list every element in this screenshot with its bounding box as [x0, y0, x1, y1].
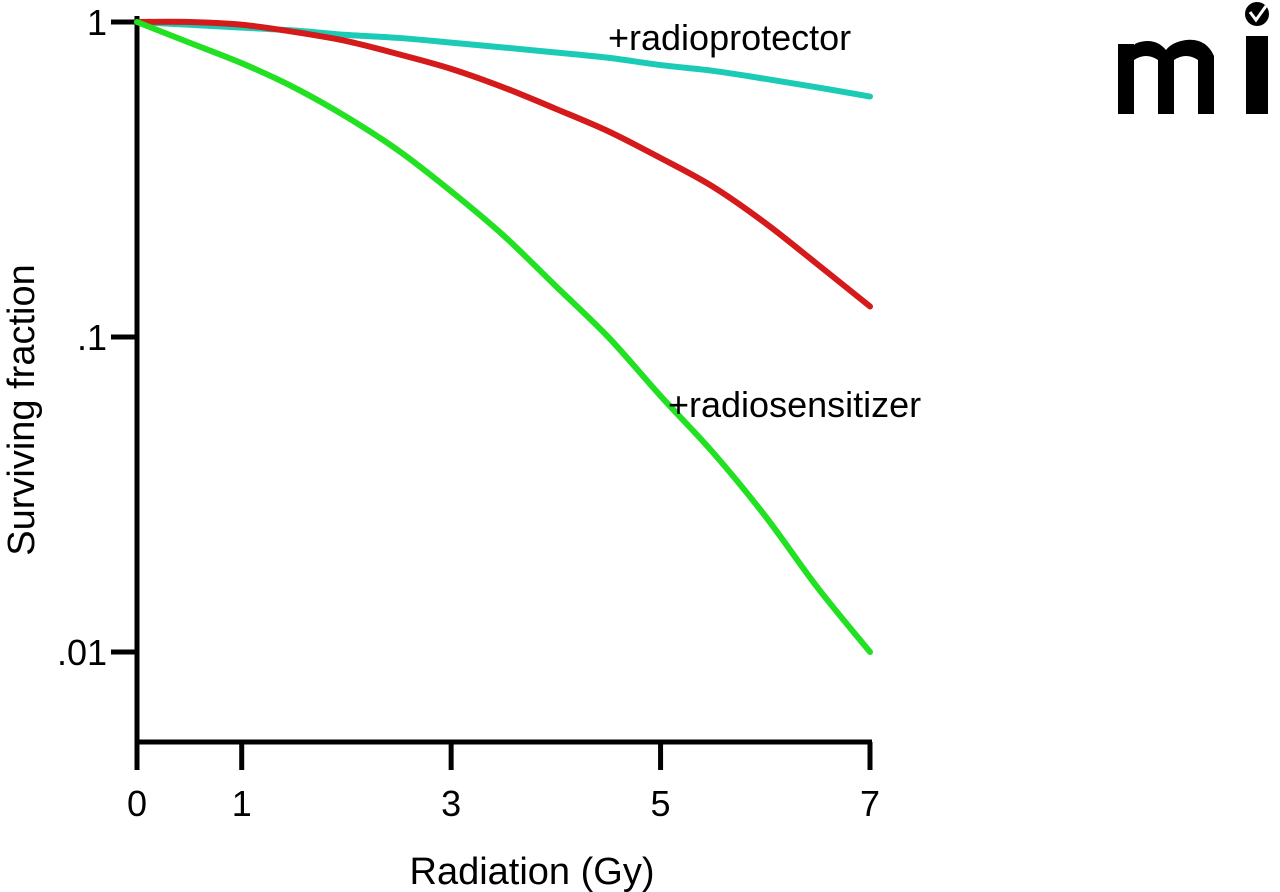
- radiosensitizer-label: +radiosensitizer: [668, 384, 921, 425]
- axes: 0 1 3 5 7 1 .1 .01: [57, 2, 880, 824]
- x-tick-label: 0: [127, 783, 147, 824]
- x-tick-label: 5: [651, 783, 671, 824]
- logo-i-stem: [1246, 36, 1268, 114]
- series-layer: [134, 18, 873, 655]
- x-tick-label: 3: [441, 783, 461, 824]
- mi-logo: [1118, 2, 1269, 114]
- x-tick-label: 1: [232, 783, 252, 824]
- logo-m: [1118, 39, 1214, 114]
- y-tick-label: 1: [87, 2, 107, 43]
- radiosensitizer-curve: [134, 19, 873, 655]
- x-tick-label: 7: [860, 783, 880, 824]
- logo-check-icon: [1248, 5, 1268, 23]
- x-axis-label: Radiation (Gy): [410, 851, 655, 892]
- y-tick-label: .01: [57, 632, 107, 673]
- y-axis-label: Surviving fraction: [1, 264, 43, 555]
- radioprotector-label: +radioprotector: [608, 17, 851, 58]
- labels-layer: Radiation (Gy) Surviving fraction +radiopr…: [1, 17, 921, 892]
- control-curve: [134, 18, 873, 310]
- y-tick-label: .1: [77, 317, 107, 358]
